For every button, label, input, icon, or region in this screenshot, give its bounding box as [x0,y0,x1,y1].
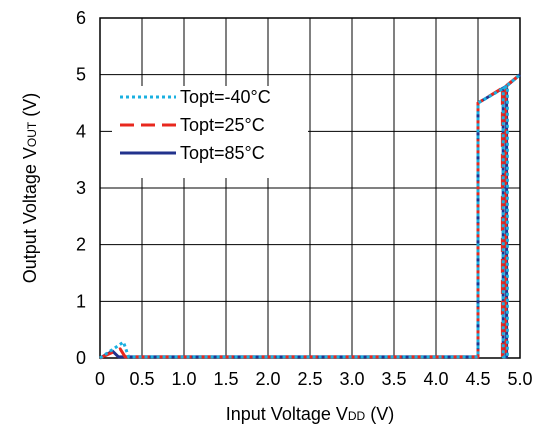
x-tick-label: 4.5 [465,369,490,389]
legend-label: Topt=85°C [180,143,265,163]
x-tick-label: 2.5 [297,369,322,389]
x-tick-label: 1.5 [213,369,238,389]
series-line [99,73,521,360]
x-tick-label: 5.0 [507,369,532,389]
y-tick-label: 2 [76,235,86,255]
y-tick-label: 4 [76,121,86,141]
y-tick-label: 1 [76,291,86,311]
x-axis-tick-labels: 0 0.5 1.0 1.5 2.0 2.5 3.0 3.5 4.0 4.5 5.0 [95,369,533,389]
plot-grid [99,17,521,359]
y-tick-label: 6 [76,8,86,28]
x-axis-label: Input Voltage VDD (V) [226,404,394,424]
series-lines [99,73,521,360]
y-axis-label: Output Voltage VOUT (V) [20,93,40,283]
x-tick-label: 4.0 [423,369,448,389]
legend-label: Topt=25°C [180,115,265,135]
legend-label: Topt=-40°C [180,87,271,107]
legend-background [112,86,308,178]
series-line [99,73,521,360]
legend: Topt=-40°C Topt=25°C Topt=85°C [112,86,308,178]
x-tick-label: 3.0 [339,369,364,389]
x-tick-label: 0 [95,369,105,389]
y-axis-tick-labels: 0 1 2 3 4 5 6 [76,8,86,368]
y-tick-label: 3 [76,178,86,198]
y-tick-label: 0 [76,348,86,368]
x-tick-label: 1.0 [171,369,196,389]
x-tick-label: 3.5 [381,369,406,389]
y-tick-label: 5 [76,65,86,85]
x-tick-label: 0.5 [129,369,154,389]
x-tick-label: 2.0 [255,369,280,389]
